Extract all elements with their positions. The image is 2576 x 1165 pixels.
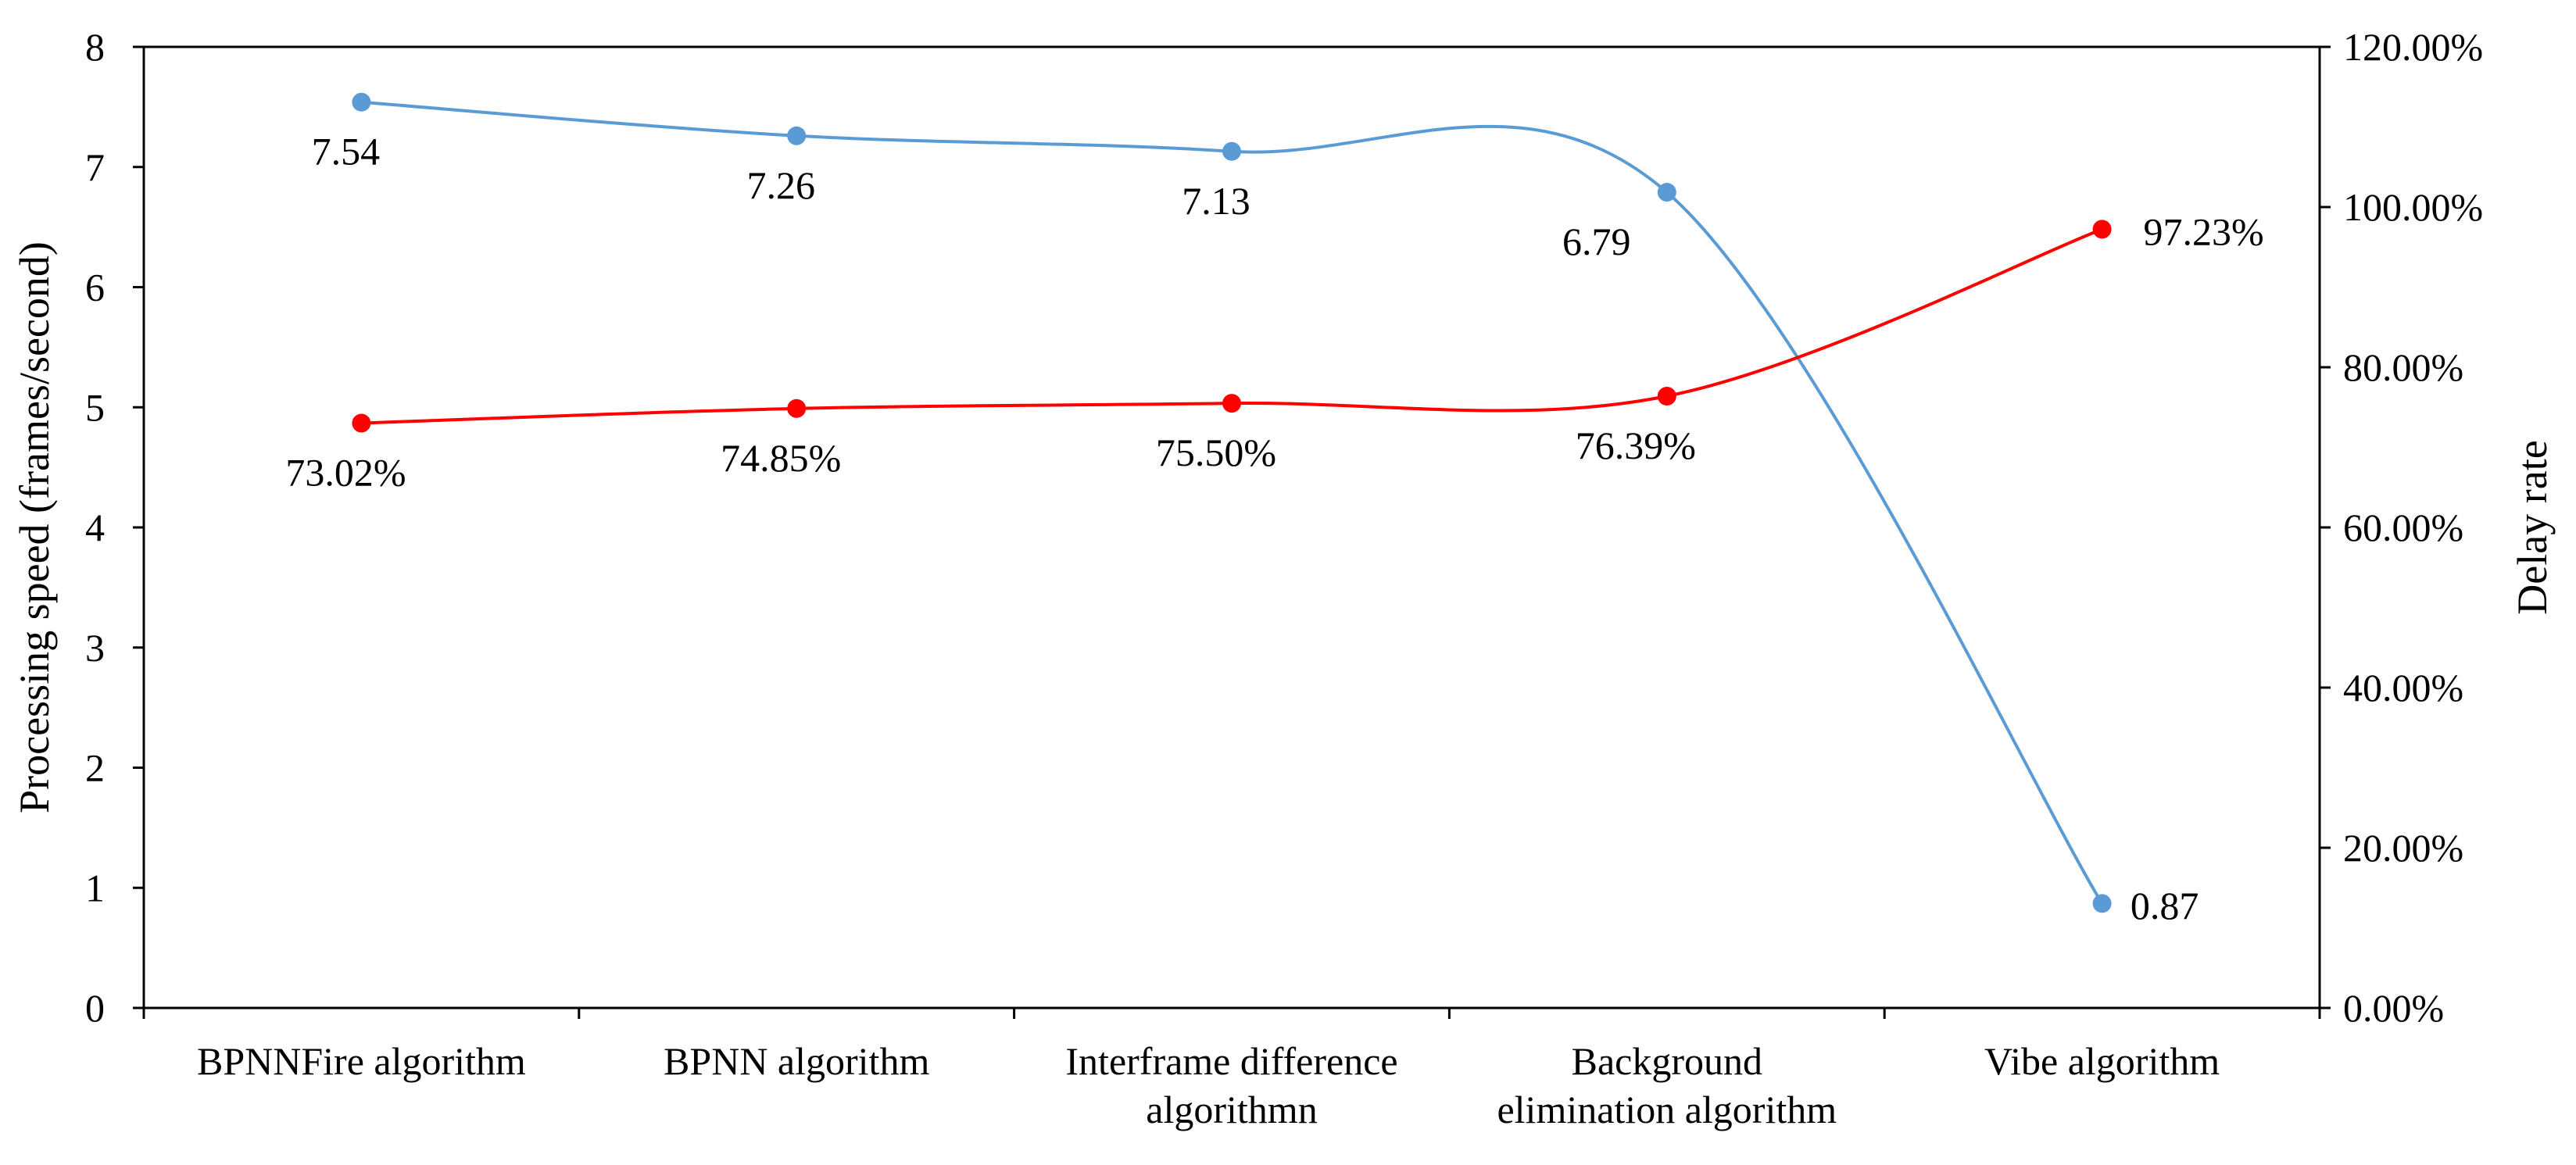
data-label: 7.54 (312, 130, 381, 173)
data-point (352, 92, 371, 112)
data-label: 6.79 (1562, 220, 1631, 263)
x-tick-label: BPNN algorithm (664, 1039, 929, 1083)
y-right-tick-label: 0.00% (2343, 986, 2444, 1030)
data-point (1657, 183, 1676, 202)
data-label: 7.26 (746, 163, 815, 207)
x-tick-label: Interframe difference algorithmn (1065, 1039, 1397, 1131)
x-tick-label-line: elimination algorithm (1497, 1088, 1837, 1131)
y-left-tick-label: 3 (85, 626, 105, 670)
data-point (352, 413, 371, 433)
y-left-tick-label: 7 (85, 145, 105, 189)
x-tick-label-line: Vibe algorithm (1984, 1039, 2220, 1083)
y-right-tick-label: 120.00% (2343, 25, 2483, 69)
data-point (2092, 220, 2112, 239)
y-left-tick-label: 6 (85, 266, 105, 309)
data-point (2092, 894, 2112, 913)
y-left-tick-label: 1 (85, 866, 105, 909)
series-line-processing-speed (361, 100, 2104, 905)
x-tick-label: Vibe algorithm (1984, 1039, 2220, 1083)
data-point (787, 126, 807, 145)
data-point (1222, 141, 1241, 161)
data-label: 74.85% (721, 436, 841, 480)
data-label: 0.87 (2131, 884, 2199, 927)
data-label: 7.13 (1182, 179, 1250, 223)
y-right-axis-title: Delay rate (2509, 440, 2556, 614)
data-label: 76.39% (1576, 423, 1696, 467)
y-left-tick-label: 0 (85, 986, 105, 1030)
y-left-tick-label: 8 (85, 25, 105, 69)
x-tick-label-line: BPNN algorithm (664, 1039, 929, 1083)
y-right-tick-label: 100.00% (2343, 185, 2483, 229)
x-tick-label-line: Background (1572, 1039, 1762, 1083)
x-tick-label-line: Interframe difference (1065, 1039, 1397, 1083)
data-point (1657, 387, 1676, 406)
data-label: 75.50% (1156, 431, 1276, 474)
y-left-tick-label: 4 (85, 506, 105, 549)
data-label: 73.02% (285, 451, 406, 495)
data-point (1222, 394, 1241, 413)
data-label: 97.23% (2144, 209, 2264, 253)
y-left-tick-label: 5 (85, 385, 105, 429)
y-right-tick-label: 20.00% (2343, 826, 2463, 870)
y-right-tick-label: 60.00% (2343, 506, 2463, 549)
y-left-axis-title: Processing speed (frames/second) (11, 241, 58, 813)
x-tick-label-line: BPNNFire algorithm (197, 1039, 526, 1083)
y-right-tick-label: 80.00% (2343, 345, 2463, 389)
data-point (787, 398, 807, 418)
x-tick-label-line: algorithmn (1146, 1088, 1317, 1131)
y-right-tick-label: 40.00% (2343, 666, 2463, 709)
x-tick-label: Background elimination algorithm (1497, 1039, 1837, 1131)
y-left-tick-label: 2 (85, 746, 105, 790)
x-tick-label: BPNNFire algorithm (197, 1039, 526, 1083)
